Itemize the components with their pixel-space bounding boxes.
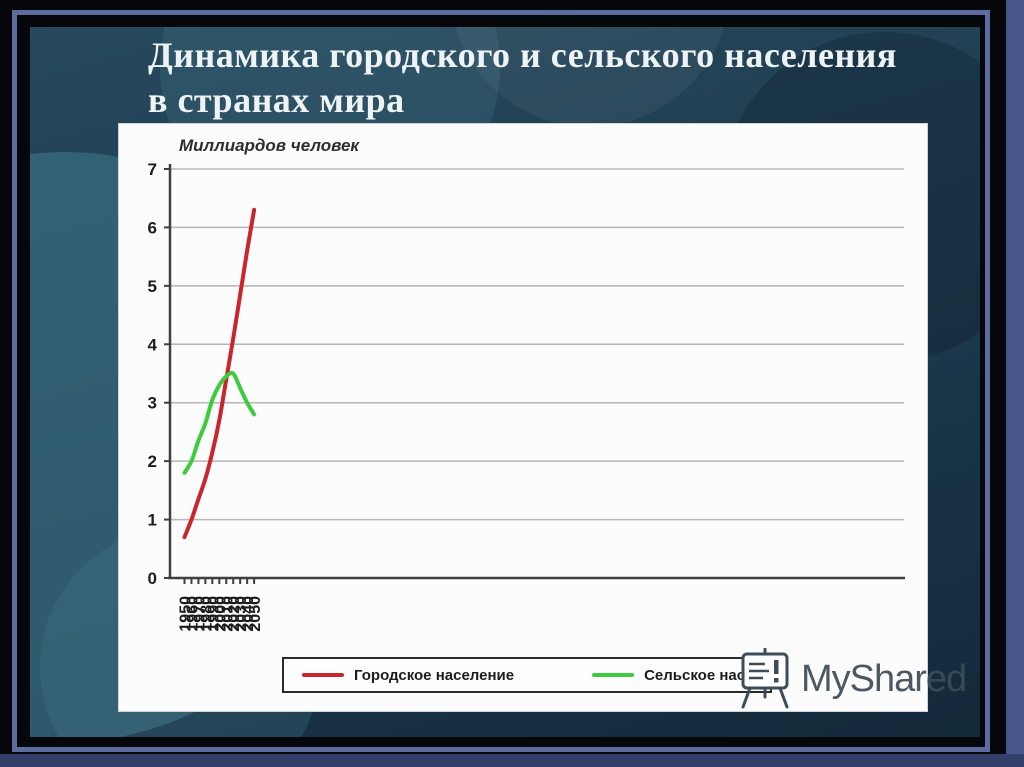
gridlines bbox=[171, 168, 904, 521]
svg-text:1: 1 bbox=[148, 511, 157, 530]
svg-text:0: 0 bbox=[148, 569, 157, 588]
myshared-watermark: MyShared bbox=[739, 648, 967, 710]
legend-item-rural: Сельское население bbox=[592, 666, 770, 684]
presentation-slide: Динамика городского и сельского населени… bbox=[30, 27, 980, 737]
legend-label-urban: Городское население bbox=[354, 666, 515, 684]
chart-panel: Миллиардов человек 0 1 2 3 4 5 6 7 1950 1960 1970 1… bbox=[118, 123, 967, 712]
svg-text:2040: 2040 bbox=[240, 596, 257, 632]
y-axis-note: Миллиардов человек bbox=[179, 136, 360, 155]
svg-text:7: 7 bbox=[148, 160, 157, 179]
bottom-border-band bbox=[0, 754, 1024, 767]
right-border-band bbox=[1006, 0, 1024, 767]
legend-swatch-rural bbox=[592, 673, 635, 677]
svg-text:5: 5 bbox=[148, 277, 157, 296]
legend-swatch-urban bbox=[302, 673, 344, 677]
slide-accent-frame bbox=[12, 10, 990, 752]
svg-text:2000: 2000 bbox=[212, 596, 229, 632]
svg-text:2010: 2010 bbox=[219, 596, 236, 632]
svg-text:2030: 2030 bbox=[233, 596, 250, 632]
svg-text:1980: 1980 bbox=[198, 596, 215, 632]
easel-presentation-icon bbox=[741, 648, 789, 709]
svg-text:3: 3 bbox=[148, 394, 157, 413]
svg-text:6: 6 bbox=[148, 218, 157, 237]
svg-text:2020: 2020 bbox=[226, 596, 243, 632]
myshared-wordmark: MyShared bbox=[801, 657, 967, 700]
svg-text:2: 2 bbox=[148, 452, 157, 471]
series-line-rural bbox=[182, 370, 257, 475]
slide-title: Динамика городского и сельского населени… bbox=[148, 35, 897, 120]
series-line-urban bbox=[182, 207, 257, 540]
svg-text:1960: 1960 bbox=[184, 596, 201, 632]
svg-text:1950: 1950 bbox=[178, 596, 195, 632]
population-chart-svg: 0 1 2 3 4 5 6 7 19501960197019801990200020102020… bbox=[148, 160, 905, 632]
svg-text:1990: 1990 bbox=[205, 596, 222, 632]
legend-item-urban: Городское население bbox=[302, 667, 514, 684]
svg-text:1970: 1970 bbox=[191, 596, 208, 632]
svg-text:2050: 2050 bbox=[247, 596, 264, 632]
x-tick-labels: 1950196019701980199020002010202020302040… bbox=[178, 578, 264, 632]
legend-label-rural: Сельское население bbox=[644, 666, 770, 684]
chart-legend: Городское население Сельское население bbox=[282, 657, 772, 693]
svg-text:4: 4 bbox=[148, 335, 158, 354]
y-tick-labels: 0 1 2 3 4 5 6 7 bbox=[148, 160, 170, 588]
axes bbox=[168, 163, 905, 580]
